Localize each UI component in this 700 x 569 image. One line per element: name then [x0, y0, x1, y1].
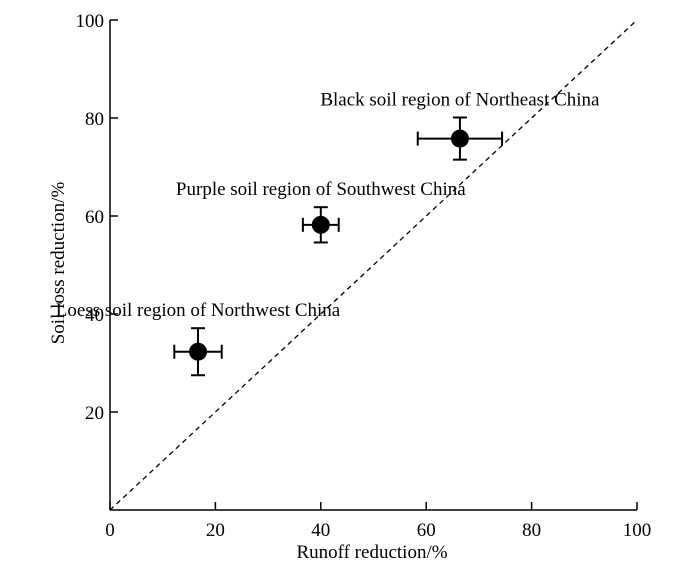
reference-line-layer: [109, 19, 638, 511]
data-point-group: Loess soil region of Northwest China: [56, 300, 341, 377]
y-tick-label: 40: [85, 305, 104, 326]
y-tick-label: 100: [76, 11, 105, 32]
axes: 0 20 40 60 80 100 20 40 60 80 100: [76, 11, 652, 541]
y-tick-label: 20: [85, 403, 104, 424]
points-layer: Loess soil region of Northwest China Purp…: [56, 90, 600, 377]
x-axis-label: Runoff reduction/%: [296, 542, 447, 563]
y-axis-label: Soil loss reduction/%: [48, 182, 69, 345]
data-point-label: Black soil region of Northeast China: [320, 90, 600, 111]
one-to-one-reference-line: [109, 19, 638, 511]
x-tick-label: 80: [522, 520, 541, 541]
y-tick-label: 60: [85, 207, 104, 228]
data-point-marker: [311, 215, 330, 234]
data-point-label: Purple soil region of Southwest China: [176, 179, 466, 200]
x-tick-label: 60: [417, 520, 436, 541]
y-tick-label: 80: [85, 109, 104, 130]
x-tick-label: 40: [311, 520, 330, 541]
data-point-group: Purple soil region of Southwest China: [176, 179, 466, 244]
data-point-group: Black soil region of Northeast China: [320, 90, 600, 161]
data-point-marker: [450, 129, 469, 148]
x-tick-label: 0: [105, 520, 115, 541]
x-tick-label: 20: [206, 520, 225, 541]
data-point-label: Loess soil region of Northwest China: [56, 300, 341, 321]
x-tick-label: 100: [623, 520, 652, 541]
data-point-marker: [189, 342, 208, 361]
